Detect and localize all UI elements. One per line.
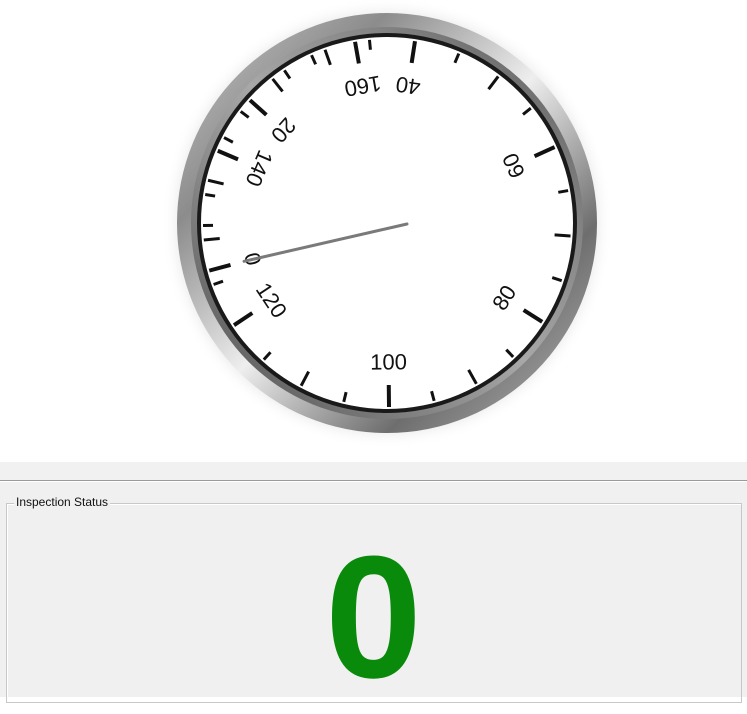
gauge-label-40: 40 [394, 71, 422, 99]
gauge-label-100: 100 [370, 349, 407, 374]
speed-gauge: 020406080100120140160 [0, 0, 747, 462]
status-panel: Inspection Status 0 [0, 481, 747, 697]
inspection-count: 0 [0, 530, 747, 704]
gauge-area: 020406080100120140160 [0, 0, 747, 462]
minor-tick [555, 235, 571, 236]
inspection-status-title: Inspection Status [14, 495, 110, 509]
minor-tick [558, 191, 568, 193]
minor-tick [205, 195, 215, 197]
separator-band [0, 462, 747, 481]
minor-tick [369, 40, 370, 50]
minor-tick [204, 239, 220, 240]
